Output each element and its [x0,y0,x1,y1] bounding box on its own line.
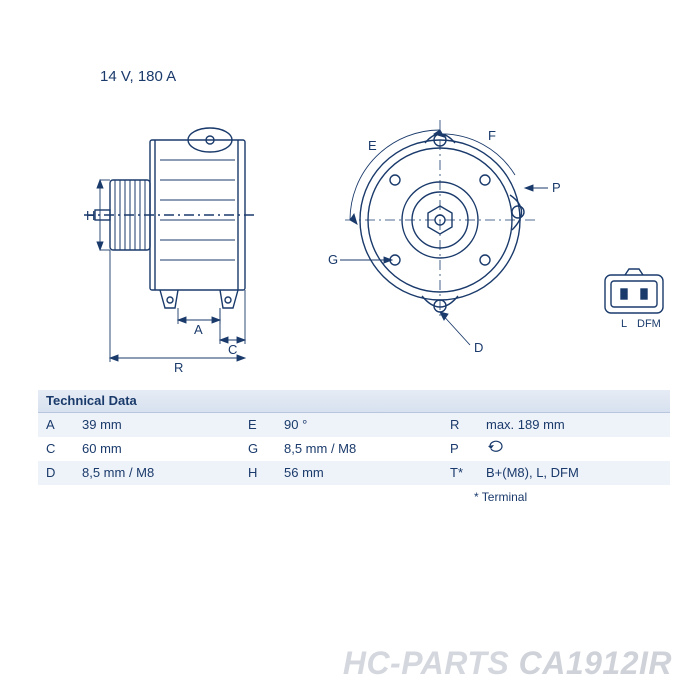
dim-label-G: G [328,252,338,267]
dim-label-R: R [174,360,183,375]
cell-value: 90 ° [280,413,442,437]
cell-value: max. 189 mm [482,413,670,437]
rotation-icon [486,439,506,453]
cell-key: C [38,437,78,461]
cell-key: T* [442,461,482,485]
dim-label-E: E [368,138,377,153]
watermark-partno: CA1912IR [519,645,672,681]
technical-drawings: H A C [0,80,700,360]
dim-label-P: P [552,180,561,195]
spec-table: A 39 mm E 90 ° R max. 189 mm C 60 mm G 8… [38,413,670,485]
cell-key: P [442,437,482,461]
dim-label-A: A [194,322,203,337]
connector-label-DFM: DFM [637,318,661,330]
cell-value: 8,5 mm / M8 [78,461,240,485]
dim-label-F: F [488,128,496,143]
cell-key: D [38,461,78,485]
cell-value-rotation [482,437,670,461]
cell-key: H [240,461,280,485]
cell-value: 39 mm [78,413,240,437]
watermark: HC-PARTS CA1912IR [343,645,672,682]
cell-value: 8,5 mm / M8 [280,437,442,461]
table-row: A 39 mm E 90 ° R max. 189 mm [38,413,670,437]
connector-label-L: L [621,318,627,330]
page-root: 14 V, 180 A [0,0,700,700]
cell-key: R [442,413,482,437]
section-title: Technical Data [38,390,670,413]
footnote: * Terminal [474,490,527,504]
cell-key: G [240,437,280,461]
cell-key: E [240,413,280,437]
dim-label-D: D [474,340,483,355]
dim-label-H: H [86,208,95,223]
dim-label-C: C [228,342,237,357]
cell-value: 60 mm [78,437,240,461]
cell-value: B+(M8), L, DFM [482,461,670,485]
watermark-brand: HC-PARTS [343,645,509,681]
cell-value: 56 mm [280,461,442,485]
table-row: C 60 mm G 8,5 mm / M8 P [38,437,670,461]
table-row: D 8,5 mm / M8 H 56 mm T* B+(M8), L, DFM [38,461,670,485]
cell-key: A [38,413,78,437]
